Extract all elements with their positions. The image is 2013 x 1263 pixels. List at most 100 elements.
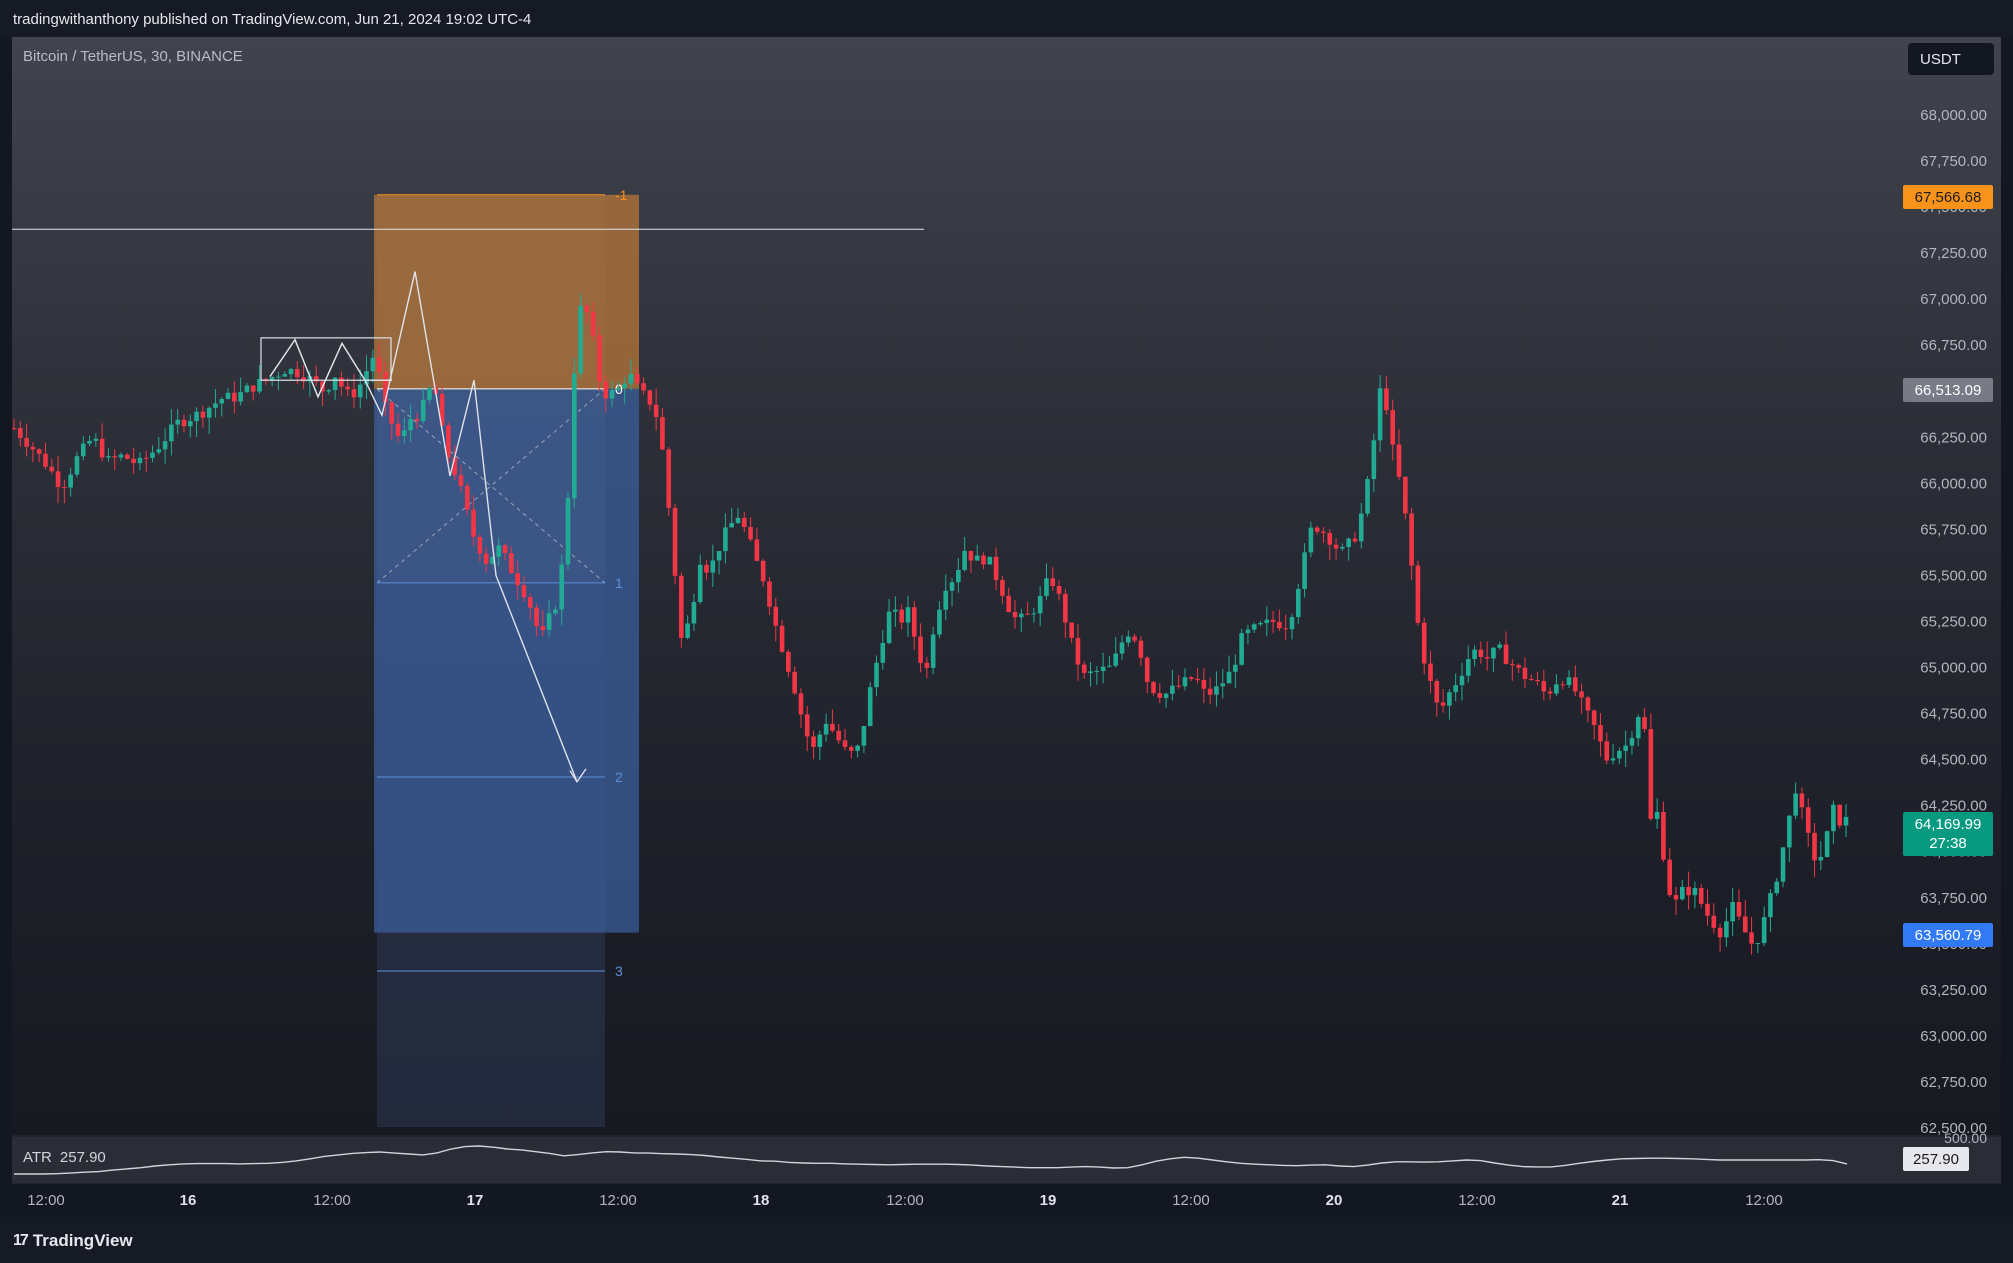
candle-body [1239,633,1244,665]
candle-body [962,550,967,570]
candle-body [1755,943,1761,945]
candle-body [143,457,149,459]
candle-body [389,402,395,424]
candle-body [112,456,118,458]
candle-body [1346,538,1351,548]
candle-body [886,611,892,644]
candle-body [24,438,29,447]
atr-line [14,1145,1848,1175]
candle-body [1182,677,1188,687]
candle-body [1528,679,1534,681]
candle-body [200,411,206,418]
x-tick-label: 18 [753,1192,770,1209]
candle-body [1736,902,1742,917]
candle-body [131,458,136,464]
candle-body [918,636,923,663]
candle-body [798,693,804,715]
publish-info-text: tradingwithanthony published on TradingV… [13,11,532,28]
candle-body [376,357,382,373]
candle-body [1308,527,1314,553]
candle-body [1478,649,1484,657]
candle-body [1843,816,1849,826]
candle-body [1579,691,1584,698]
candle-body [1132,636,1137,641]
candle-body [1365,479,1370,514]
candle-body [43,453,48,467]
candle-body [1831,804,1836,832]
candle-body [1661,811,1666,860]
candle-body [1006,595,1011,612]
candle-body [1503,644,1509,664]
range-diagonal-2 [376,388,606,584]
tradingview-logo[interactable]: 17 TradingView [13,1231,133,1251]
y-tick-label: 66,250.00 [1920,429,1987,446]
atr-legend[interactable]: ATR 257.90 [23,1149,106,1166]
candle-body [616,388,621,390]
candle-body [1157,693,1163,698]
candle-body [1327,532,1333,545]
candle-body [603,381,609,399]
candle-body [767,581,772,607]
candle-body [1774,881,1780,894]
candle-body [1623,745,1628,751]
candle-body [710,560,716,573]
candle-body [1768,893,1773,918]
candle-body [1598,725,1603,742]
symbol-legend[interactable]: Bitcoin / TetherUS, 30, BINANCE [23,48,243,65]
candle-body [1245,629,1251,634]
time-axis-bg [12,1184,2001,1217]
x-tick-label: 20 [1326,1192,1343,1209]
price-tag-stop: 67,566.68 [1903,185,1993,209]
chart-pane[interactable]: -1012368,000.0067,750.0067,500.0067,250.… [12,37,2001,1217]
candle-body [181,419,187,427]
candle-body [106,456,111,458]
publish-header-bar: tradingwithanthony published on TradingV… [0,0,2013,38]
candle-body [364,371,369,385]
candle-body [949,582,955,591]
candle-body [804,714,810,737]
candle-body [269,377,275,381]
candle-body [1724,921,1729,938]
candle-body [1195,678,1200,681]
candlestick-chart[interactable]: -1012368,000.0067,750.0067,500.0067,250.… [12,37,2001,1217]
candle-body [294,368,300,378]
x-tick-label: 21 [1612,1192,1629,1209]
candle-body [1220,683,1226,687]
tradingview-logo-text: TradingView [32,1231,133,1250]
candle-body [590,311,596,336]
candle-body [1000,580,1005,596]
candle-body [1465,659,1471,676]
candle-body [496,545,502,557]
x-tick-label: 12:00 [1458,1192,1496,1209]
candle-body [1434,680,1440,703]
candle-body [402,430,407,436]
candle-body [263,378,269,381]
candle-body [1277,621,1282,629]
y-tick-label: 68,000.00 [1920,107,1987,124]
candle-body [653,404,659,418]
y-tick-label: 65,500.00 [1920,567,1987,584]
candle-body [225,392,231,400]
candle-body [1233,664,1238,672]
candle-body [1421,622,1427,664]
y-tick-label: 62,500.00 [1920,1120,1987,1137]
last-price-tag: 64,169.99 27:38 [1903,812,1993,856]
price-tag-target: 63,560.79 [1903,923,1993,947]
candle-body [36,449,42,454]
candle-body [187,421,193,427]
arrow-head [569,768,587,784]
y-tick-label: 67,750.00 [1920,153,1987,170]
candle-body [1642,717,1647,730]
candle-body [169,424,174,442]
currency-button[interactable]: USDT [1908,43,1994,75]
candle-body [691,602,697,624]
candle-body [981,555,986,565]
candle-body [716,551,722,561]
candle-body [628,374,634,384]
candle-body [1333,544,1339,549]
candle-body [1604,741,1610,761]
candle-body [987,556,993,565]
candle-body [905,607,911,623]
candle-body [515,573,520,586]
candle-body [823,723,829,735]
